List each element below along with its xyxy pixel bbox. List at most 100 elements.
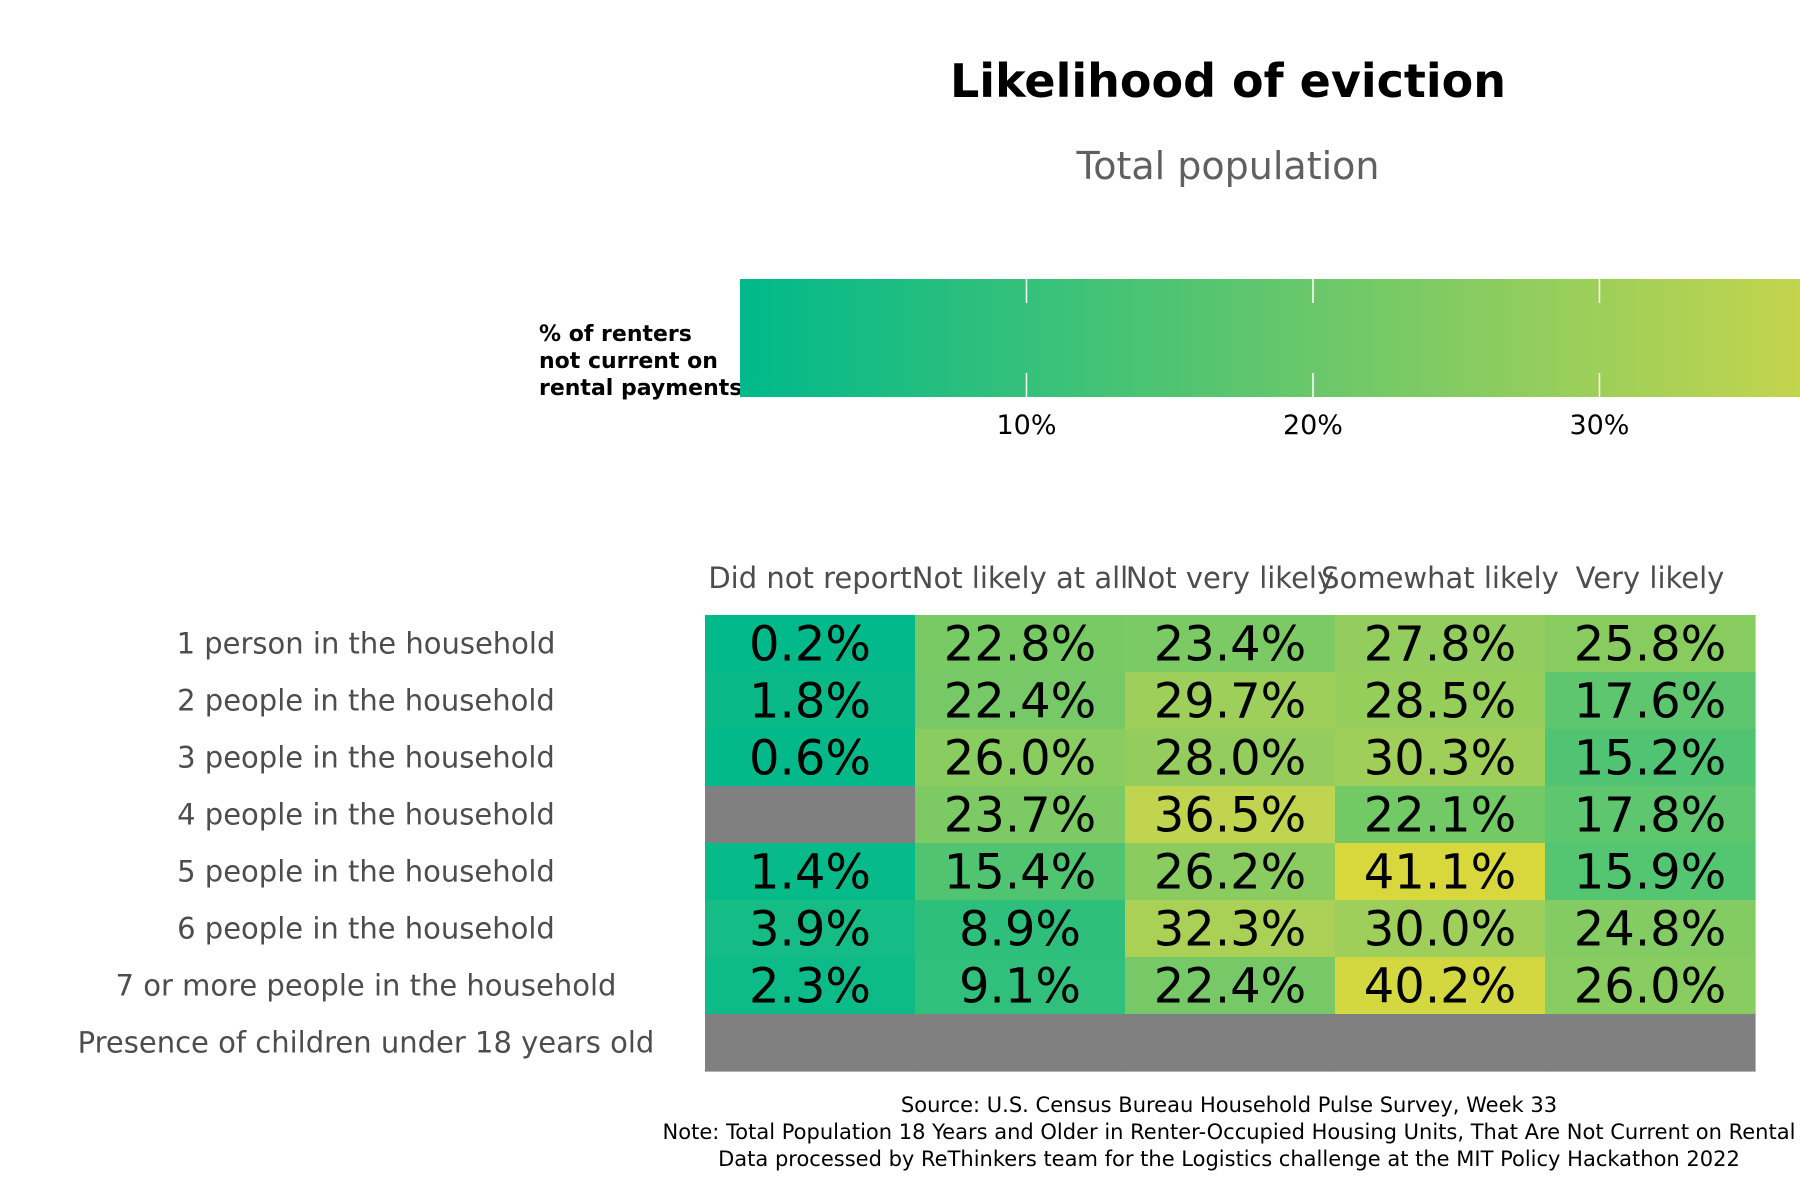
- heatmap-cell: [705, 729, 916, 787]
- heatmap-cell: [705, 786, 916, 844]
- row-label: 2 people in the household: [177, 684, 555, 718]
- heatmap-cell: [1125, 900, 1336, 958]
- column-label: Somewhat likely: [1321, 561, 1559, 595]
- heatmap-cell: [1125, 957, 1336, 1015]
- cell-value-label: 24.8%: [1574, 902, 1726, 958]
- caption-note: Note: Total Population 18 Years and Olde…: [663, 1120, 1796, 1144]
- cell-value-label: 22.4%: [944, 674, 1096, 730]
- heatmap-cell: [705, 1014, 916, 1072]
- row-label: Presence of children under 18 years old: [78, 1026, 655, 1060]
- heatmap-cell: [915, 672, 1126, 730]
- legend: % of renters not current on rental payme…: [539, 279, 1800, 441]
- column-label: Very likely: [1576, 561, 1725, 595]
- cell-value-label: 36.5%: [1154, 788, 1306, 844]
- heatmap-cell: [1335, 843, 1546, 901]
- caption: Source: U.S. Census Bureau Household Pul…: [663, 1093, 1796, 1171]
- cell-value-label: 28.0%: [1154, 731, 1306, 787]
- heatmap-cell: [705, 843, 916, 901]
- row-label: 7 or more people in the household: [116, 969, 617, 1003]
- cell-value-label: 15.9%: [1574, 845, 1726, 901]
- heatmap-cell: [1545, 615, 1756, 673]
- cell-value-label: 40.2%: [1364, 959, 1516, 1015]
- heatmap-cell: [1125, 672, 1336, 730]
- row-label: 6 people in the household: [177, 912, 555, 946]
- cell-value-label: 15.4%: [944, 845, 1096, 901]
- cell-value-label: 26.0%: [944, 731, 1096, 787]
- heatmap-cell: [1335, 786, 1546, 844]
- legend-title-line-3: rental payments: [539, 376, 742, 401]
- heatmap-cell: [1125, 843, 1336, 901]
- column-label: Did not report: [708, 561, 911, 595]
- legend-tick-label: 20%: [1283, 410, 1343, 441]
- chart-subtitle: Total population: [1075, 144, 1379, 188]
- heatmap-cell: [1335, 900, 1546, 958]
- chart-title: Likelihood of eviction: [950, 54, 1506, 108]
- heatmap-cell: [1335, 1014, 1546, 1072]
- heatmap-cell: [1545, 957, 1756, 1015]
- cell-value-label: 28.5%: [1364, 674, 1516, 730]
- cell-value-label: 1.8%: [749, 674, 871, 730]
- cell-value-label: 30.3%: [1364, 731, 1516, 787]
- heatmap-cell: [915, 900, 1126, 958]
- cell-value-label: 22.4%: [1154, 959, 1306, 1015]
- heatmap-cell: [1335, 672, 1546, 730]
- legend-tick-label: 30%: [1569, 410, 1629, 441]
- heatmap-cell: [1125, 1014, 1336, 1072]
- heatmap-cells: [705, 615, 1756, 1072]
- cell-value-label: 17.6%: [1574, 674, 1726, 730]
- caption-source: Source: U.S. Census Bureau Household Pul…: [901, 1093, 1557, 1117]
- cell-value-label: 22.8%: [944, 617, 1096, 673]
- cell-value-label: 23.7%: [944, 788, 1096, 844]
- heatmap-cell: [1335, 957, 1546, 1015]
- heatmap-cell: [1545, 843, 1756, 901]
- legend-title-line-2: not current on: [539, 349, 718, 374]
- cell-value-label: 23.4%: [1154, 617, 1306, 673]
- cell-value-label: 30.0%: [1364, 902, 1516, 958]
- cell-value-label: 27.8%: [1364, 617, 1516, 673]
- cell-value-label: 0.6%: [749, 731, 871, 787]
- cell-value-label: 25.8%: [1574, 617, 1726, 673]
- heatmap-cell: [705, 900, 916, 958]
- heatmap-cell: [1125, 729, 1336, 787]
- row-label: 5 people in the household: [177, 855, 555, 889]
- cell-value-label: 1.4%: [749, 845, 871, 901]
- heatmap-cell: [705, 672, 916, 730]
- row-label: 1 person in the household: [177, 627, 556, 661]
- cell-value-label: 2.3%: [749, 959, 871, 1015]
- heatmap-cell: [915, 729, 1126, 787]
- heatmap-cell: [705, 957, 916, 1015]
- cell-value-label: 3.9%: [749, 902, 871, 958]
- heatmap-cell: [915, 957, 1126, 1015]
- heatmap-cell: [1545, 1014, 1756, 1072]
- heatmap-cell: [1545, 672, 1756, 730]
- cell-value-label: 29.7%: [1154, 674, 1306, 730]
- heatmap-cell: [1545, 729, 1756, 787]
- heatmap-cell: [915, 786, 1126, 844]
- heatmap-cell: [915, 843, 1126, 901]
- cell-value-label: 17.8%: [1574, 788, 1726, 844]
- legend-tick-label: 10%: [996, 410, 1056, 441]
- row-labels: 1 person in the household 2 people in the…: [78, 627, 655, 1060]
- column-label: Not very likely: [1126, 561, 1334, 595]
- column-label: Not likely at all: [912, 561, 1128, 595]
- cell-value-label: 22.1%: [1364, 788, 1516, 844]
- heatmap-cell: [1125, 786, 1336, 844]
- heatmap-cell-labels: 0.2% 22.8% 23.4% 27.8% 25.8%1.8% 22.4% 29.7% 28…: [749, 617, 1726, 1015]
- heatmap-cell: [915, 615, 1126, 673]
- legend-title-line-1: % of renters: [539, 322, 692, 347]
- cell-value-label: 26.2%: [1154, 845, 1306, 901]
- legend-colorbar: [740, 279, 1800, 397]
- cell-value-label: 15.2%: [1574, 731, 1726, 787]
- cell-value-label: 32.3%: [1154, 902, 1306, 958]
- row-label: 4 people in the household: [177, 798, 555, 832]
- heatmap-cell: [1125, 615, 1336, 673]
- heatmap-cell: [1545, 786, 1756, 844]
- caption-credit: Data processed by ReThinkers team for th…: [718, 1147, 1740, 1171]
- cell-value-label: 9.1%: [959, 959, 1081, 1015]
- heatmap-cell: [915, 1014, 1126, 1072]
- row-label: 3 people in the household: [177, 741, 555, 775]
- heatmap-cell: [705, 615, 916, 673]
- cell-value-label: 8.9%: [959, 902, 1081, 958]
